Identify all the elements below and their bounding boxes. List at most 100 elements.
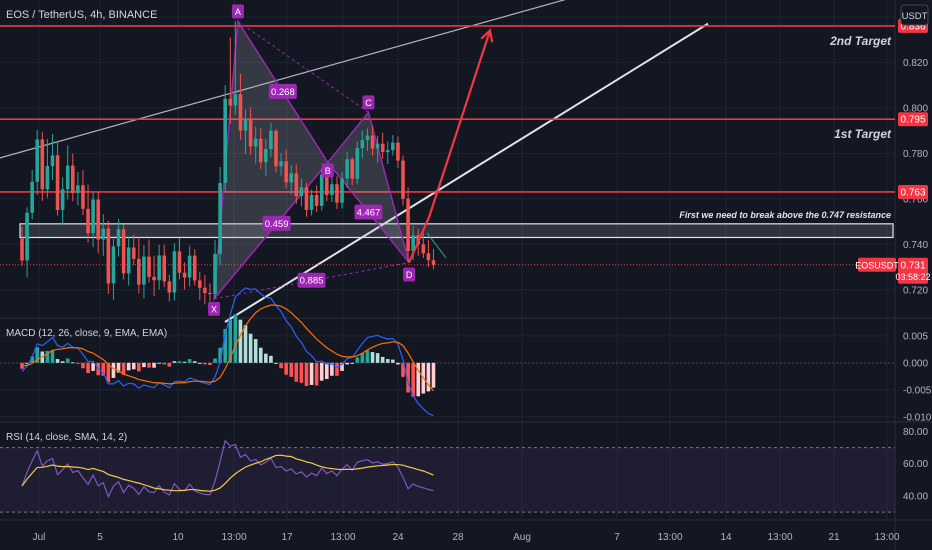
candle-body [330, 184, 334, 195]
time-tick-label: 14 [720, 532, 732, 543]
macd-histogram-bar [294, 362, 299, 382]
rsi-tick-label: 80.00 [903, 427, 928, 438]
macd-histogram-bar [213, 358, 217, 363]
pattern-point-badge [403, 267, 416, 282]
price-tick-label: 0.740 [903, 240, 928, 251]
rsi-title: RSI (14, close, SMA, 14, 2) [6, 432, 127, 443]
pattern-point-label: B [325, 166, 331, 176]
macd-histogram-bar [35, 347, 40, 363]
price-label-text: 0.836 [900, 21, 925, 32]
macd-histogram-bar [71, 362, 75, 364]
candle-body [360, 140, 365, 149]
time-tick-label: Jul [33, 532, 46, 543]
candle-body [131, 247, 136, 259]
candle-body [60, 189, 65, 210]
macd-histogram-bar [335, 362, 339, 376]
macd-histogram-bar [426, 362, 431, 392]
macd-histogram-bar [45, 350, 50, 363]
candle-body [401, 160, 405, 199]
candle-body [111, 246, 116, 284]
macd-histogram-bar [131, 362, 136, 370]
candle-body [426, 253, 431, 261]
candle-body [96, 199, 100, 240]
macd-histogram-bar [25, 362, 29, 364]
macd-histogram-bar [340, 362, 344, 371]
macd-signal-line [22, 304, 434, 392]
candle-body [309, 194, 314, 210]
pattern-point-label: D [406, 270, 413, 280]
candle-body [406, 198, 410, 252]
candle-body [91, 199, 95, 234]
pattern-triangle-bcd [326, 110, 410, 263]
candle-body [30, 181, 34, 213]
candle-body [65, 165, 70, 190]
macd-histogram-bar [30, 356, 34, 363]
price-label-box [898, 184, 928, 199]
macd-tick-label: -0.005 [903, 385, 932, 396]
candle-body [177, 251, 182, 273]
price-tick-label: 0.820 [903, 58, 928, 69]
target-label: 2nd Target [829, 34, 892, 48]
macd-histogram-bar [223, 328, 227, 363]
rsi-band-fill [0, 447, 895, 513]
macd-histogram-bar [411, 362, 415, 397]
candle-body [431, 260, 436, 265]
macd-histogram-bar [365, 350, 370, 363]
pattern-ratio-label: 0.459 [265, 219, 289, 230]
rsi-tick-label: 60.00 [903, 459, 928, 470]
macd-histogram-bar [279, 362, 283, 369]
pattern-ratio-badge [354, 204, 383, 220]
candle-body [233, 94, 238, 106]
macd-histogram-bar [126, 362, 131, 371]
time-tick-label: 13:00 [874, 532, 899, 543]
macd-histogram-bar [360, 353, 365, 363]
macd-histogram-bar [65, 358, 70, 363]
candle-body [50, 155, 55, 167]
candle-body [187, 255, 192, 278]
macd-histogram-bar [319, 362, 324, 381]
candle-body [192, 255, 197, 281]
macd-histogram-bar [116, 362, 121, 373]
macd-histogram-bar [370, 352, 375, 363]
candle-body [121, 229, 126, 274]
pattern-ratio-badge [262, 215, 291, 231]
candle-body [350, 159, 354, 179]
macd-histogram-bar [50, 349, 55, 363]
candle-body [45, 166, 50, 190]
macd-histogram-bar [152, 362, 156, 368]
candle-body [335, 184, 339, 203]
pattern-point-label: A [235, 7, 241, 17]
candle-body [172, 251, 177, 293]
macd-histogram-bar [182, 361, 187, 363]
macd-histogram-bar [228, 319, 233, 363]
candle-body [137, 258, 141, 285]
macd-histogram-bar [355, 357, 360, 363]
macd-histogram-bar [248, 333, 253, 363]
macd-tick-label: -0.010 [903, 412, 932, 423]
macd-histogram-bar [264, 353, 268, 363]
candle-body [385, 150, 390, 152]
pattern-ratio-label: 0.885 [300, 276, 324, 287]
candle-body [182, 272, 187, 278]
pattern-ratio-badge [268, 83, 297, 99]
candle-body [253, 138, 258, 147]
macd-histogram-bar [187, 359, 192, 363]
pattern-ratio-label: 0.268 [271, 87, 295, 98]
macd-histogram-bar [350, 362, 354, 364]
macd-histogram-bar [101, 362, 106, 376]
candle-body [248, 118, 253, 147]
macd-histogram-bar [309, 362, 314, 385]
macd-histogram-bar [106, 362, 111, 383]
candle-body [76, 185, 80, 193]
candle-body [71, 165, 75, 193]
candle-body [142, 256, 146, 285]
candle-body [274, 130, 278, 167]
wedge-line-lower [426, 232, 447, 259]
macd-histogram-bar [289, 362, 294, 377]
macd-histogram-bar [253, 339, 258, 363]
price-tick-label: 0.800 [903, 103, 928, 114]
macd-line [21, 287, 434, 417]
time-tick-label: 28 [452, 532, 464, 543]
pattern-ratio-badge [297, 272, 326, 288]
